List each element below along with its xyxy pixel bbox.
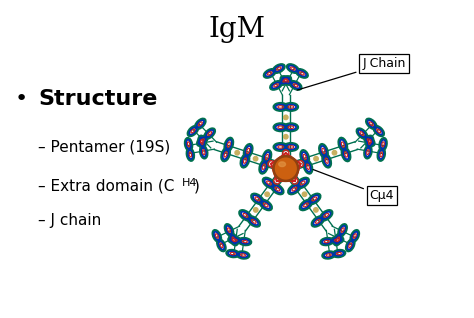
Text: – Pentamer (19S): – Pentamer (19S) <box>38 140 170 155</box>
Circle shape <box>283 115 288 120</box>
Circle shape <box>273 156 298 181</box>
Ellipse shape <box>279 162 285 167</box>
Text: J Chain: J Chain <box>297 57 406 90</box>
Text: – J chain: – J chain <box>38 213 101 228</box>
Circle shape <box>332 150 337 155</box>
Circle shape <box>254 156 258 161</box>
Circle shape <box>314 208 318 212</box>
Circle shape <box>265 192 269 197</box>
Circle shape <box>283 135 288 139</box>
Text: – Extra domain (C: – Extra domain (C <box>38 178 174 193</box>
Circle shape <box>314 156 318 161</box>
Circle shape <box>302 192 307 197</box>
Circle shape <box>235 150 239 155</box>
Text: •: • <box>14 89 27 109</box>
Text: H4: H4 <box>182 178 197 188</box>
Text: IgM: IgM <box>209 16 265 43</box>
Circle shape <box>254 208 258 212</box>
Text: Structure: Structure <box>38 89 157 109</box>
Text: ): ) <box>194 178 200 193</box>
Text: Cμ4: Cμ4 <box>313 169 394 202</box>
